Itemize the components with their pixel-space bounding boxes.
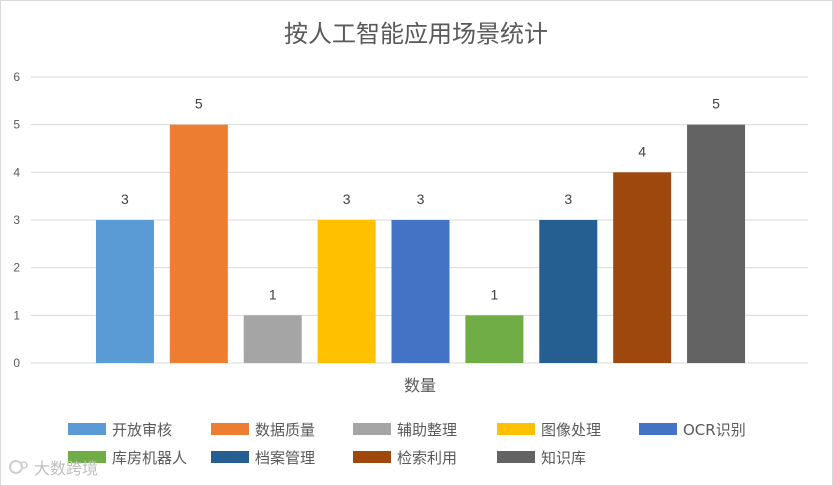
legend-item: 知识库 (497, 449, 586, 467)
bar (169, 124, 228, 364)
legend-label: OCR识别 (683, 421, 746, 439)
y-tick-label: 1 (13, 308, 20, 322)
bar (465, 315, 524, 363)
legend-label: 辅助整理 (397, 421, 457, 439)
bar (539, 220, 598, 363)
watermark-logo-icon (9, 460, 28, 474)
legend-item: 检索利用 (353, 449, 457, 467)
bar (687, 124, 746, 364)
chart-title: 按人工智能应用场景统计 (284, 20, 548, 48)
legend-item: 档案管理 (211, 449, 315, 467)
legend-swatch (211, 423, 249, 435)
legend-label: 开放审核 (112, 421, 172, 439)
legend-label: 档案管理 (255, 449, 315, 467)
y-tick-label: 3 (13, 213, 20, 227)
data-label: 3 (343, 191, 351, 207)
legend-swatch (497, 423, 535, 435)
legend-swatch (68, 423, 106, 435)
bar (243, 315, 302, 363)
bar (95, 220, 154, 363)
watermark-text: 大数跨境 (34, 459, 98, 478)
legend-swatch (353, 451, 391, 463)
legend-label: 库房机器人 (112, 449, 187, 467)
legend-label: 数据质量 (255, 421, 315, 439)
data-label: 5 (712, 96, 720, 112)
legend-item: 开放审核 (68, 421, 172, 439)
legend-item: OCR识别 (639, 421, 746, 439)
legend-label: 检索利用 (397, 449, 457, 467)
legend-swatch (497, 451, 535, 463)
data-label: 1 (490, 286, 498, 302)
bar (317, 220, 376, 363)
data-label: 5 (195, 96, 203, 112)
gridlines (31, 76, 808, 364)
watermark: 大数跨境 (9, 459, 98, 478)
data-label: 4 (638, 143, 646, 159)
legend-swatch (639, 423, 677, 435)
legend-item: 库房机器人 (68, 449, 187, 467)
y-tick-label: 0 (13, 356, 20, 370)
data-label: 3 (564, 191, 572, 207)
legend-item: 数据质量 (211, 421, 315, 439)
data-label: 3 (121, 191, 129, 207)
y-tick-label: 5 (13, 118, 20, 132)
legend-swatch (211, 451, 249, 463)
y-tick-label: 4 (13, 165, 20, 179)
legend-swatch (68, 451, 106, 463)
legend-item: 图像处理 (497, 421, 601, 439)
y-axis-ticks: 0 1 2 3 4 5 6 (13, 70, 20, 370)
legend-swatch (353, 423, 391, 435)
data-labels: 3 5 1 3 3 1 3 4 5 (121, 96, 720, 303)
data-label: 3 (417, 191, 425, 207)
legend-item: 辅助整理 (353, 421, 457, 439)
bar (613, 172, 672, 363)
bars (95, 124, 746, 364)
x-axis-label: 数量 (404, 376, 436, 395)
y-tick-label: 6 (13, 70, 20, 84)
legend-label: 知识库 (541, 449, 586, 467)
legend-label: 图像处理 (541, 421, 601, 439)
data-label: 1 (269, 286, 277, 302)
y-tick-label: 2 (13, 261, 20, 275)
bar (391, 220, 450, 363)
